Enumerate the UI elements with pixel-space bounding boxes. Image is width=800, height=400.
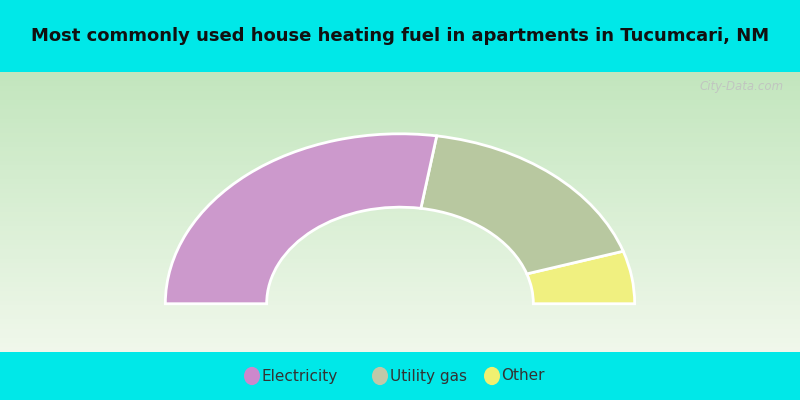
Polygon shape	[0, 112, 800, 119]
Polygon shape	[0, 136, 800, 142]
Polygon shape	[0, 341, 800, 347]
Polygon shape	[0, 234, 800, 240]
Polygon shape	[0, 206, 800, 212]
Polygon shape	[0, 220, 800, 226]
Polygon shape	[0, 313, 800, 319]
Polygon shape	[0, 224, 800, 231]
Wedge shape	[421, 136, 623, 274]
Polygon shape	[0, 248, 800, 254]
Polygon shape	[0, 103, 800, 109]
Polygon shape	[0, 276, 800, 282]
Text: Electricity: Electricity	[262, 368, 338, 384]
Polygon shape	[0, 266, 800, 273]
Polygon shape	[0, 117, 800, 123]
Polygon shape	[0, 322, 800, 329]
Polygon shape	[0, 201, 800, 207]
Polygon shape	[0, 332, 800, 338]
Polygon shape	[0, 182, 800, 189]
Ellipse shape	[484, 367, 500, 385]
Polygon shape	[0, 173, 800, 179]
Text: Other: Other	[502, 368, 545, 384]
Polygon shape	[0, 84, 800, 91]
Polygon shape	[0, 285, 800, 291]
Polygon shape	[0, 215, 800, 221]
Polygon shape	[0, 168, 800, 175]
Polygon shape	[0, 154, 800, 161]
Ellipse shape	[244, 367, 260, 385]
Polygon shape	[0, 238, 800, 245]
Polygon shape	[0, 164, 800, 170]
Polygon shape	[0, 196, 800, 203]
Polygon shape	[0, 98, 800, 105]
Polygon shape	[0, 178, 800, 184]
Polygon shape	[0, 346, 800, 352]
Polygon shape	[0, 243, 800, 249]
Polygon shape	[0, 94, 800, 100]
Polygon shape	[0, 257, 800, 263]
Polygon shape	[0, 122, 800, 128]
Polygon shape	[0, 304, 800, 310]
Polygon shape	[0, 70, 800, 77]
Polygon shape	[0, 271, 800, 277]
Polygon shape	[0, 252, 800, 259]
Polygon shape	[0, 210, 800, 217]
Ellipse shape	[372, 367, 388, 385]
Polygon shape	[0, 280, 800, 287]
Polygon shape	[0, 159, 800, 165]
Polygon shape	[0, 145, 800, 151]
Polygon shape	[0, 318, 800, 324]
Polygon shape	[0, 262, 800, 268]
Text: City-Data.com: City-Data.com	[700, 80, 784, 94]
Polygon shape	[0, 140, 800, 147]
Polygon shape	[0, 229, 800, 235]
Polygon shape	[0, 150, 800, 156]
Polygon shape	[0, 299, 800, 305]
Wedge shape	[166, 134, 437, 304]
Polygon shape	[0, 336, 800, 343]
Polygon shape	[0, 75, 800, 81]
Polygon shape	[0, 294, 800, 301]
Wedge shape	[527, 251, 634, 304]
Polygon shape	[0, 192, 800, 198]
Text: Utility gas: Utility gas	[390, 368, 466, 384]
Polygon shape	[0, 108, 800, 114]
Polygon shape	[0, 187, 800, 193]
Polygon shape	[0, 80, 800, 86]
Polygon shape	[0, 290, 800, 296]
Polygon shape	[0, 327, 800, 333]
Text: Most commonly used house heating fuel in apartments in Tucumcari, NM: Most commonly used house heating fuel in…	[31, 27, 769, 45]
Polygon shape	[0, 89, 800, 95]
Polygon shape	[0, 131, 800, 137]
Polygon shape	[0, 308, 800, 315]
Polygon shape	[0, 126, 800, 133]
